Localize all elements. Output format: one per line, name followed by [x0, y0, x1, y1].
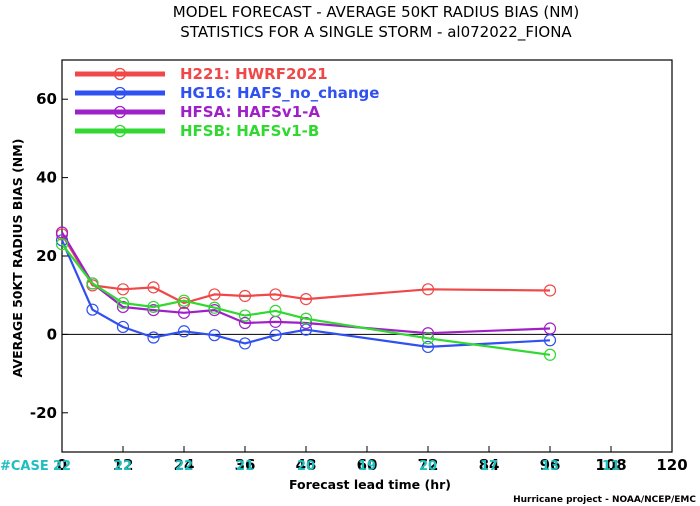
case-count: 22 — [175, 459, 193, 474]
legend-marker — [113, 67, 127, 81]
plot-area — [55, 59, 673, 453]
data-point — [238, 289, 252, 303]
y-tick-label: 0 — [47, 325, 57, 343]
legend-label: H221: HWRF2021 — [180, 65, 328, 83]
case-count-label: #CASE — [0, 459, 49, 474]
x-tick-label: 24 — [174, 456, 195, 474]
credit-text: Hurricane project - NOAA/NCEP/EMC — [513, 495, 696, 505]
series-line — [60, 239, 551, 348]
case-count: 21 — [236, 459, 254, 474]
data-point — [421, 283, 435, 296]
data-point — [543, 284, 557, 297]
series-line — [61, 233, 551, 305]
x-tick-label: 48 — [296, 456, 317, 474]
legend-label: HG16: HAFS_no_change — [180, 84, 379, 102]
data-point — [269, 304, 282, 317]
x-tick-label: 72 — [418, 456, 439, 474]
data-point — [238, 309, 252, 322]
data-point — [116, 300, 130, 314]
y-tick-label: 40 — [36, 169, 57, 187]
series-line — [61, 243, 551, 356]
x-axis-label: Forecast lead time (hr) — [289, 477, 451, 492]
case-count: 20 — [419, 459, 437, 474]
series — [55, 226, 557, 340]
legend-marker — [113, 124, 127, 138]
series — [55, 234, 557, 354]
data-point — [238, 337, 252, 350]
x-tick-label: 60 — [357, 456, 378, 474]
x-axis: 0 12 24 36 48 60 72 84 96 108 120 — [57, 446, 688, 474]
data-point — [421, 332, 435, 345]
y-axis: -20 0 20 40 60 — [30, 90, 68, 422]
data-point — [86, 303, 99, 316]
legend-label: HFSA: HAFSv1-A — [180, 103, 320, 121]
data-point — [177, 325, 191, 338]
legend-marker — [113, 86, 127, 100]
data-point — [269, 329, 282, 342]
y-axis-label: AVERAGE 50KT RADIUS BIAS (NM) — [10, 139, 25, 378]
series — [55, 228, 557, 310]
data-point — [269, 288, 282, 301]
data-point — [208, 301, 221, 314]
data-point — [116, 296, 130, 310]
data-point — [147, 303, 160, 317]
x-tick-label: 0 — [57, 456, 67, 474]
y-tick-label: 20 — [36, 247, 57, 265]
data-point — [86, 277, 99, 290]
case-count: 17 — [480, 459, 498, 474]
data-point — [55, 238, 69, 251]
data-point — [238, 316, 252, 330]
x-tick-label: 120 — [656, 456, 687, 474]
y-tick-label: -20 — [30, 404, 57, 422]
x-tick-label: 108 — [595, 456, 626, 474]
data-point — [177, 306, 191, 319]
data-point — [299, 316, 313, 330]
data-point — [208, 329, 221, 342]
case-count: 20 — [297, 459, 315, 474]
x-tick-label: 96 — [540, 456, 561, 474]
data-point — [147, 331, 160, 344]
case-count: 13 — [541, 459, 559, 474]
series — [55, 238, 557, 361]
x-tick-label: 36 — [235, 456, 256, 474]
y-tick-label: 60 — [36, 90, 57, 108]
data-point — [55, 226, 69, 239]
data-point — [543, 334, 557, 347]
case-count: 19 — [358, 459, 376, 474]
data-point — [208, 288, 221, 301]
data-point — [543, 348, 557, 361]
case-count: 11 — [602, 459, 620, 474]
chart-title: MODEL FORECAST - AVERAGE 50KT RADIUS BIA… — [173, 3, 579, 21]
data-point — [299, 312, 313, 325]
series-layer — [55, 226, 557, 361]
x-tick-label: 84 — [479, 456, 500, 474]
legend-label: HFSB: HAFSv1-B — [180, 122, 319, 140]
chart-subtitle: STATISTICS FOR A SINGLE STORM - al072022… — [180, 23, 572, 42]
data-point — [147, 281, 160, 294]
data-point — [543, 322, 557, 335]
series-line — [61, 231, 551, 335]
data-point — [299, 293, 313, 306]
case-count-row: #CASE 22 22 22 21 20 19 20 17 13 11 — [0, 459, 620, 474]
data-point — [116, 320, 130, 334]
legend-marker — [113, 105, 127, 119]
case-count: 22 — [114, 459, 132, 474]
data-point — [116, 283, 130, 296]
case-count: 22 — [53, 459, 71, 474]
data-point — [147, 300, 160, 314]
data-point — [177, 294, 191, 307]
x-tick-label: 12 — [113, 456, 134, 474]
plot-frame — [61, 59, 673, 453]
data-point — [421, 340, 435, 354]
